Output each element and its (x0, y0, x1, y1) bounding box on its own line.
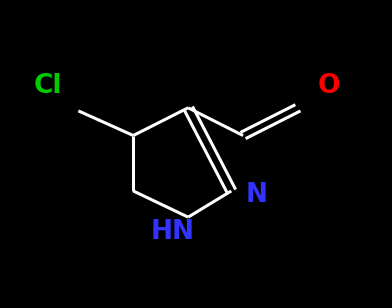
Text: O: O (318, 73, 341, 99)
Text: HN: HN (151, 219, 194, 245)
Text: N: N (246, 182, 268, 208)
Text: Cl: Cl (33, 73, 62, 99)
